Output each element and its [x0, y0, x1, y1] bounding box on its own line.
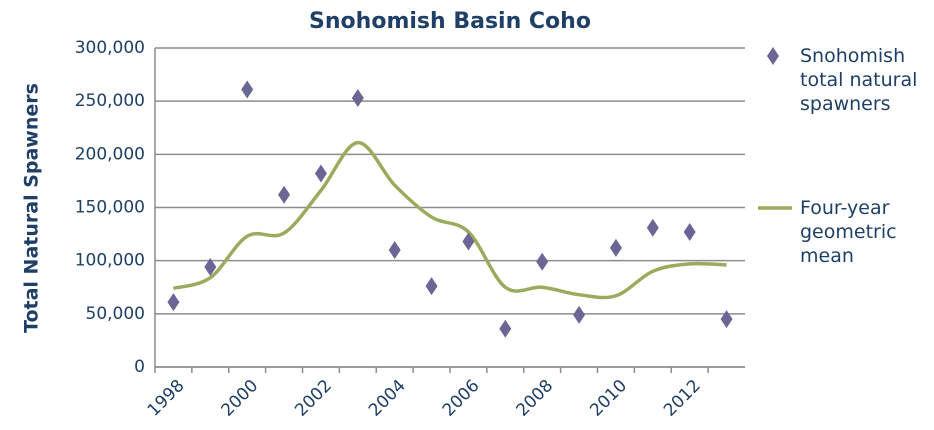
- data-point: [204, 258, 217, 277]
- legend-marker: [767, 47, 779, 65]
- x-tick-label: 2008: [513, 376, 558, 421]
- data-point: [720, 310, 733, 329]
- x-tick-label: 2006: [439, 376, 484, 421]
- x-tick-label: 2002: [291, 376, 336, 421]
- data-point: [241, 80, 254, 99]
- data-point: [536, 252, 549, 271]
- y-tick-label: 50,000: [86, 304, 145, 324]
- legend-label: Four-year geometric mean: [800, 197, 897, 267]
- x-tick-label: 2004: [365, 376, 410, 421]
- x-tick-label: 1998: [144, 376, 189, 421]
- legend-label: Snohomish total natural spawners: [800, 45, 918, 115]
- data-point: [573, 305, 586, 324]
- x-tick-label: 2010: [586, 376, 631, 421]
- y-tick-label: 100,000: [75, 251, 145, 271]
- y-tick-label: 200,000: [75, 144, 145, 164]
- data-point: [499, 319, 512, 338]
- x-tick-label: 2012: [660, 376, 705, 421]
- y-tick-label: 150,000: [75, 198, 145, 218]
- data-point: [462, 232, 475, 251]
- y-tick-label: 0: [134, 357, 145, 377]
- x-tick-label: 2000: [218, 376, 263, 421]
- y-axis-label: Total Natural Spawners: [21, 83, 43, 333]
- data-point: [683, 222, 696, 241]
- data-point: [314, 164, 327, 183]
- mean-line: [172, 140, 727, 300]
- data-point: [646, 218, 659, 237]
- data-point: [351, 88, 364, 107]
- data-point: [278, 185, 291, 204]
- y-tick-label: 300,000: [75, 38, 145, 58]
- data-point: [388, 241, 401, 260]
- data-point: [609, 238, 622, 257]
- data-point: [167, 293, 180, 312]
- data-point: [425, 277, 438, 296]
- y-tick-label: 250,000: [75, 91, 145, 111]
- chart-title: Snohomish Basin Coho: [309, 9, 591, 34]
